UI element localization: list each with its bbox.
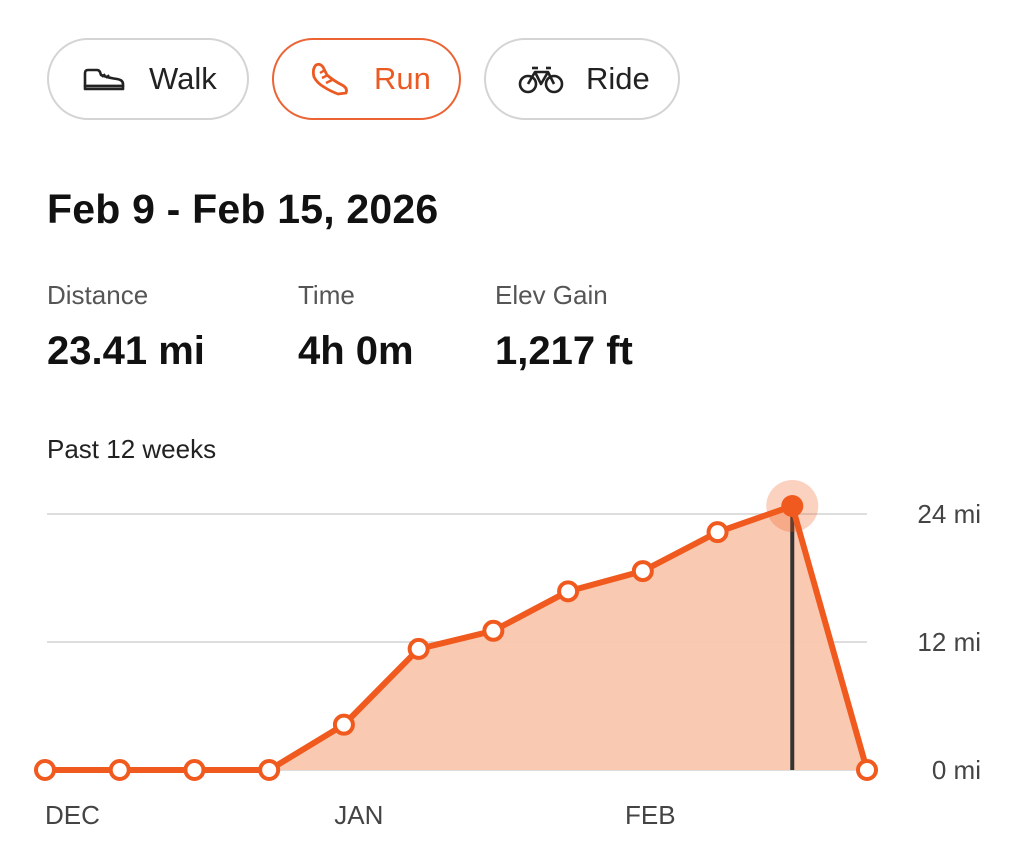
stat-elev-gain: Elev Gain 1,217 ft	[495, 280, 633, 374]
data-point	[332, 713, 355, 736]
highlighted-point	[781, 495, 804, 517]
y-tick-label: 24 mi	[917, 499, 981, 529]
stat-elev-gain-value: 1,217 ft	[495, 329, 633, 373]
data-point	[856, 759, 878, 781]
x-tick-label: DEC	[45, 800, 100, 830]
stat-distance-value: 23.41 mi	[47, 329, 205, 373]
date-range-title: Feb 9 - Feb 15, 2026	[47, 186, 439, 232]
stat-distance-label: Distance	[47, 280, 149, 310]
tab-ride[interactable]: Ride	[484, 38, 680, 120]
stat-elev-gain-label: Elev Gain	[495, 280, 608, 310]
data-point	[407, 637, 430, 660]
activity-tabs: Walk Run Ride	[47, 38, 680, 120]
tab-run-label: Run	[374, 61, 431, 96]
weekly-distance-chart[interactable]: 24 mi 12 mi 0 mi DEC JAN FEB	[0, 480, 1024, 850]
tab-walk-label: Walk	[149, 61, 217, 96]
stat-time: Time 4h 0m	[298, 280, 414, 374]
tab-run[interactable]: Run	[272, 38, 461, 120]
series-line	[42, 503, 870, 773]
shoe-icon	[81, 61, 127, 97]
data-point	[108, 759, 131, 781]
series-area	[45, 506, 867, 770]
data-point	[183, 759, 206, 781]
tab-ride-label: Ride	[586, 61, 650, 96]
y-tick-label: 0 mi	[932, 755, 981, 785]
running-shoe-icon	[306, 61, 352, 97]
bicycle-icon	[518, 61, 564, 97]
y-tick-label: 12 mi	[917, 627, 981, 657]
data-point	[631, 560, 654, 583]
data-point	[482, 619, 505, 642]
x-tick-label: JAN	[334, 800, 383, 830]
data-point	[258, 759, 281, 781]
stat-distance: Distance 23.41 mi	[47, 280, 205, 374]
data-point	[706, 521, 729, 544]
data-point	[557, 580, 580, 603]
tab-walk[interactable]: Walk	[47, 38, 249, 120]
stat-time-value: 4h 0m	[298, 329, 414, 373]
data-point	[34, 759, 56, 781]
stat-time-label: Time	[298, 280, 355, 310]
chart-period-label: Past 12 weeks	[47, 434, 217, 464]
x-tick-label: FEB	[625, 800, 676, 830]
